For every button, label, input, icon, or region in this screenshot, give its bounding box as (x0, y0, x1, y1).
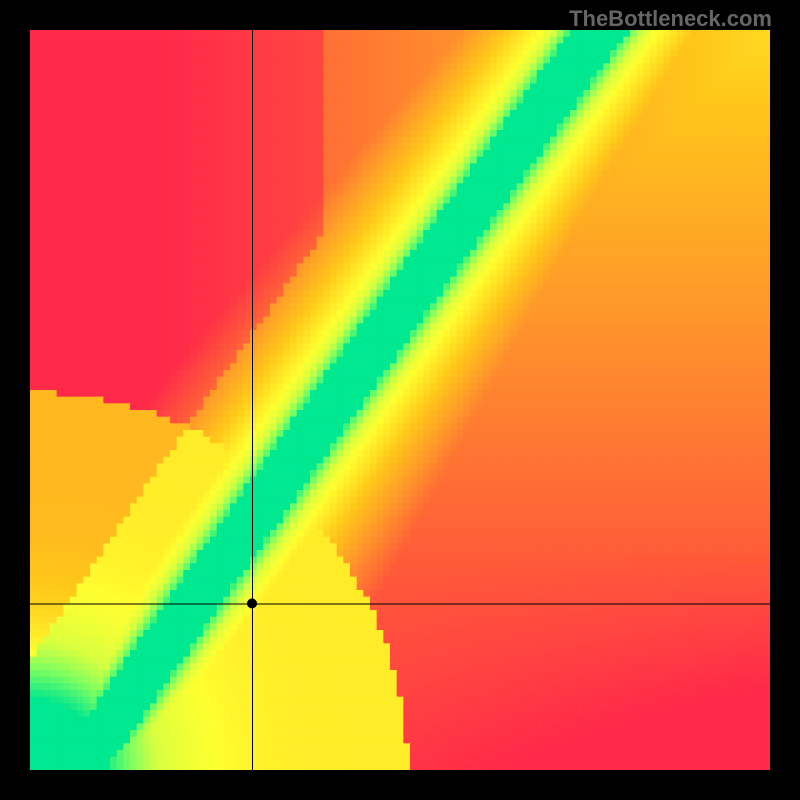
bottleneck-heatmap (30, 30, 770, 770)
watermark-text: TheBottleneck.com (569, 6, 772, 32)
